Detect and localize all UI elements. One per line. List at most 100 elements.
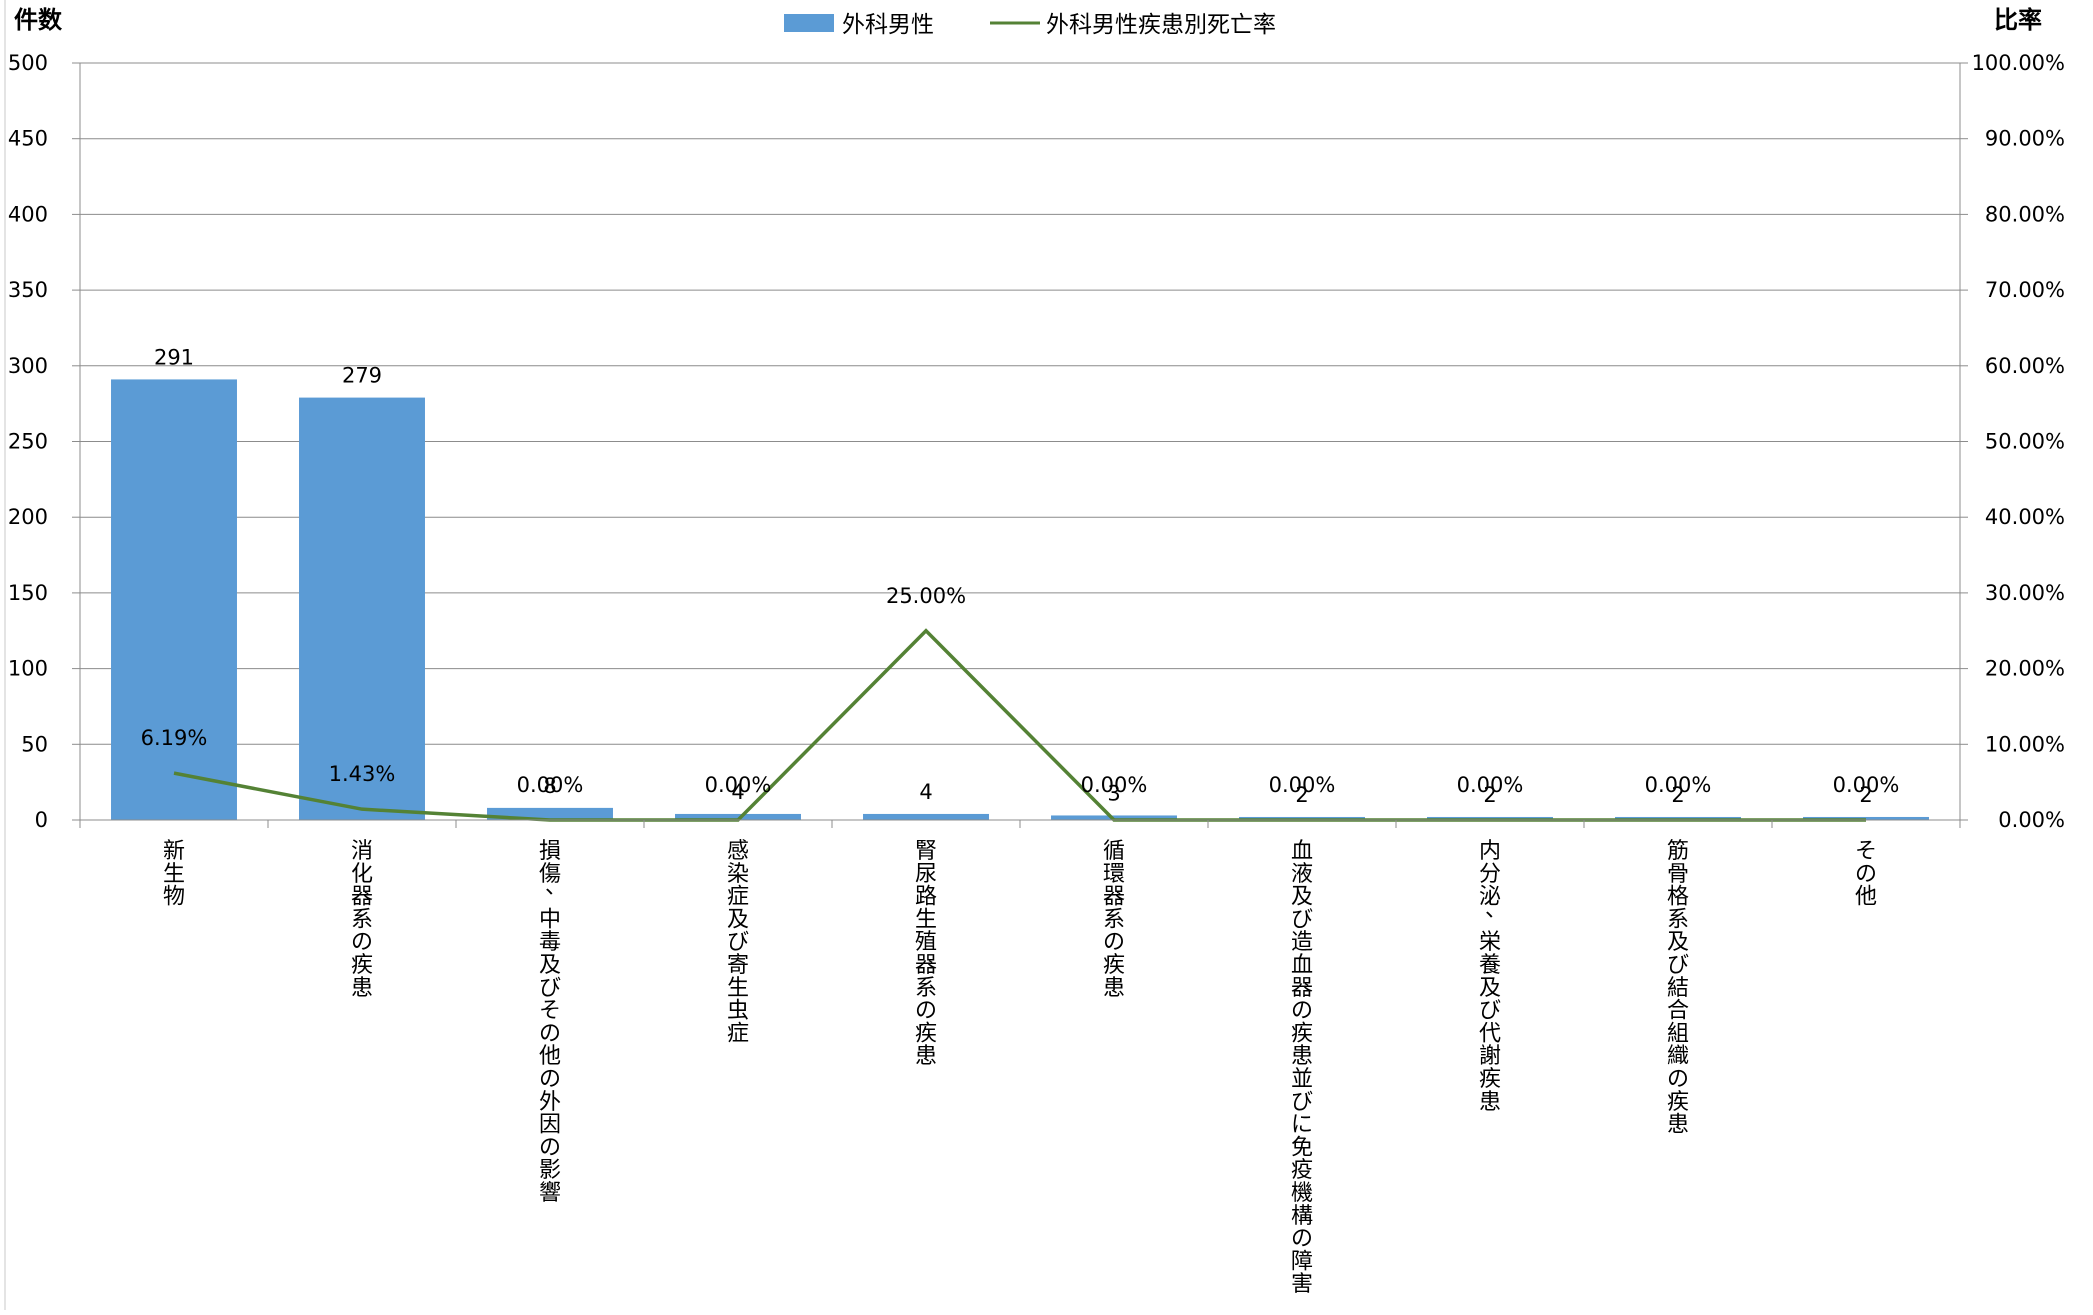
x-category-label-char: 及 xyxy=(1667,930,1689,955)
line-value-label: 0.00% xyxy=(1833,773,1900,797)
y2-tick-label: 20.00% xyxy=(1985,657,2065,681)
x-category-label-char: 及 xyxy=(727,907,749,932)
x-category-label-char: 障 xyxy=(1291,1249,1313,1274)
y-tick-label: 200 xyxy=(8,505,48,529)
y-tick-label: 500 xyxy=(8,51,48,75)
x-category-label-char: 機 xyxy=(1291,1181,1313,1206)
bar-value-label: 291 xyxy=(154,345,194,369)
x-category-label-char: 害 xyxy=(1291,1272,1313,1297)
x-category-label-char: 格 xyxy=(1667,885,1689,910)
x-category-label-char: 患 xyxy=(1479,1090,1501,1115)
x-category-label-char: 組 xyxy=(1667,1021,1689,1046)
line-value-label: 0.00% xyxy=(705,773,772,797)
x-category-label-char: の xyxy=(1103,930,1125,955)
x-category-label-char: の xyxy=(1667,1067,1689,1092)
x-category-label-char: 謝 xyxy=(1479,1044,1501,1069)
x-category-label-char: 器 xyxy=(1103,885,1125,910)
x-category-label-char: 患 xyxy=(351,976,373,1001)
x-category-label-char: そ xyxy=(1855,839,1877,864)
x-category-label-char: の xyxy=(915,999,937,1024)
y2-tick-label: 30.00% xyxy=(1985,581,2065,605)
y2-tick-label: 100.00% xyxy=(1972,51,2065,75)
x-category-label-char: 器 xyxy=(1291,976,1313,1001)
x-category-label-char: の xyxy=(539,1135,561,1160)
y2-tick-label: 50.00% xyxy=(1985,430,2065,454)
x-category-label-char: 路 xyxy=(915,885,937,910)
x-category-label-char: 症 xyxy=(727,1021,749,1046)
x-category-label-char: 因 xyxy=(539,1113,561,1138)
x-category-label-char: 系 xyxy=(1103,907,1125,932)
x-category-label-char: の xyxy=(1291,1227,1313,1252)
x-category-label-char: 殖 xyxy=(915,930,937,955)
x-category-label-char: 液 xyxy=(1291,862,1313,887)
x-category-label-char: 損 xyxy=(539,839,561,864)
legend-label-line: 外科男性疾患別死亡率 xyxy=(1046,12,1276,38)
x-category-label-char: 生 xyxy=(163,862,185,887)
x-category-label-char: 結 xyxy=(1667,976,1689,1001)
bar xyxy=(863,814,989,820)
y-tick-label: 450 xyxy=(8,127,48,151)
x-category-label-char: に xyxy=(1291,1113,1313,1138)
x-category-label-char: 血 xyxy=(1291,839,1313,864)
bar-value-label: 279 xyxy=(342,364,382,388)
x-category-label-char: 毒 xyxy=(539,930,561,955)
x-category-label-char: 代 xyxy=(1479,1021,1501,1046)
x-category-label-char: 疾 xyxy=(1103,953,1125,978)
y-tick-label: 250 xyxy=(8,430,48,454)
x-category-label-char: 腎 xyxy=(915,839,937,864)
x-category-label-char: 筋 xyxy=(1667,839,1689,864)
x-category-label-char: 養 xyxy=(1479,953,1501,978)
x-category-label-char: 及 xyxy=(1479,976,1501,1001)
y-tick-label: 100 xyxy=(8,657,48,681)
x-category-label-char: 疾 xyxy=(1291,1021,1313,1046)
y-axis-title: 件数 xyxy=(14,6,63,34)
x-category-label-char: び xyxy=(1291,907,1313,932)
line-value-label: 0.00% xyxy=(1457,773,1524,797)
x-category-label-char: 系 xyxy=(1667,907,1689,932)
x-category-label-char: 患 xyxy=(1291,1044,1313,1069)
x-category-label-char: の xyxy=(539,1021,561,1046)
x-category-label-char: 新 xyxy=(163,839,185,864)
y-tick-label: 300 xyxy=(8,354,48,378)
x-category-label-char: の xyxy=(351,930,373,955)
x-category-label-char: 生 xyxy=(727,976,749,1001)
x-category-label-char: 尿 xyxy=(915,862,937,887)
x-category-label-char: 疾 xyxy=(1479,1067,1501,1092)
x-category-label-char: そ xyxy=(539,999,561,1024)
x-category-label-char: 影 xyxy=(539,1158,561,1183)
x-category-label-char: 外 xyxy=(539,1090,561,1115)
bar xyxy=(299,398,425,820)
x-category-label-char: 疾 xyxy=(915,1021,937,1046)
x-category-label-char: の xyxy=(1291,999,1313,1024)
x-category-label-char: 器 xyxy=(915,953,937,978)
y2-tick-label: 60.00% xyxy=(1985,354,2065,378)
bar-value-label: 4 xyxy=(919,780,932,804)
x-category-label-char: 循 xyxy=(1103,839,1125,864)
x-category-label-char: 疾 xyxy=(1667,1090,1689,1115)
x-category-label-char: 内 xyxy=(1479,839,1501,864)
x-category-label-char: 消 xyxy=(351,839,373,864)
x-category-label-char: 及 xyxy=(539,953,561,978)
line-value-label: 1.43% xyxy=(329,762,396,786)
y-tick-label: 0 xyxy=(35,808,48,832)
legend-label-bars: 外科男性 xyxy=(842,12,934,38)
y2-tick-label: 10.00% xyxy=(1985,732,2065,756)
x-category-label-char: 生 xyxy=(915,907,937,932)
x-category-label-char: 器 xyxy=(351,885,373,910)
x-category-label-char: び xyxy=(539,976,561,1001)
x-category-label-char: 合 xyxy=(1667,999,1689,1024)
x-category-label-char: 染 xyxy=(727,862,749,887)
line-value-label: 0.00% xyxy=(517,773,584,797)
x-category-label-char: 、 xyxy=(1485,897,1507,922)
x-category-label-char: 寄 xyxy=(727,953,749,978)
x-category-label-char: び xyxy=(727,930,749,955)
line-value-label: 25.00% xyxy=(886,584,966,608)
x-category-label-char: の xyxy=(1855,862,1877,887)
x-category-label-char: 物 xyxy=(163,885,185,910)
x-category-label-char: 響 xyxy=(539,1181,561,1206)
x-category-label-char: 並 xyxy=(1291,1067,1313,1092)
x-category-label-char: 栄 xyxy=(1479,930,1501,955)
x-category-label-char: 系 xyxy=(351,907,373,932)
x-category-label-char: 環 xyxy=(1103,862,1125,887)
x-category-label-char: 骨 xyxy=(1667,862,1689,887)
